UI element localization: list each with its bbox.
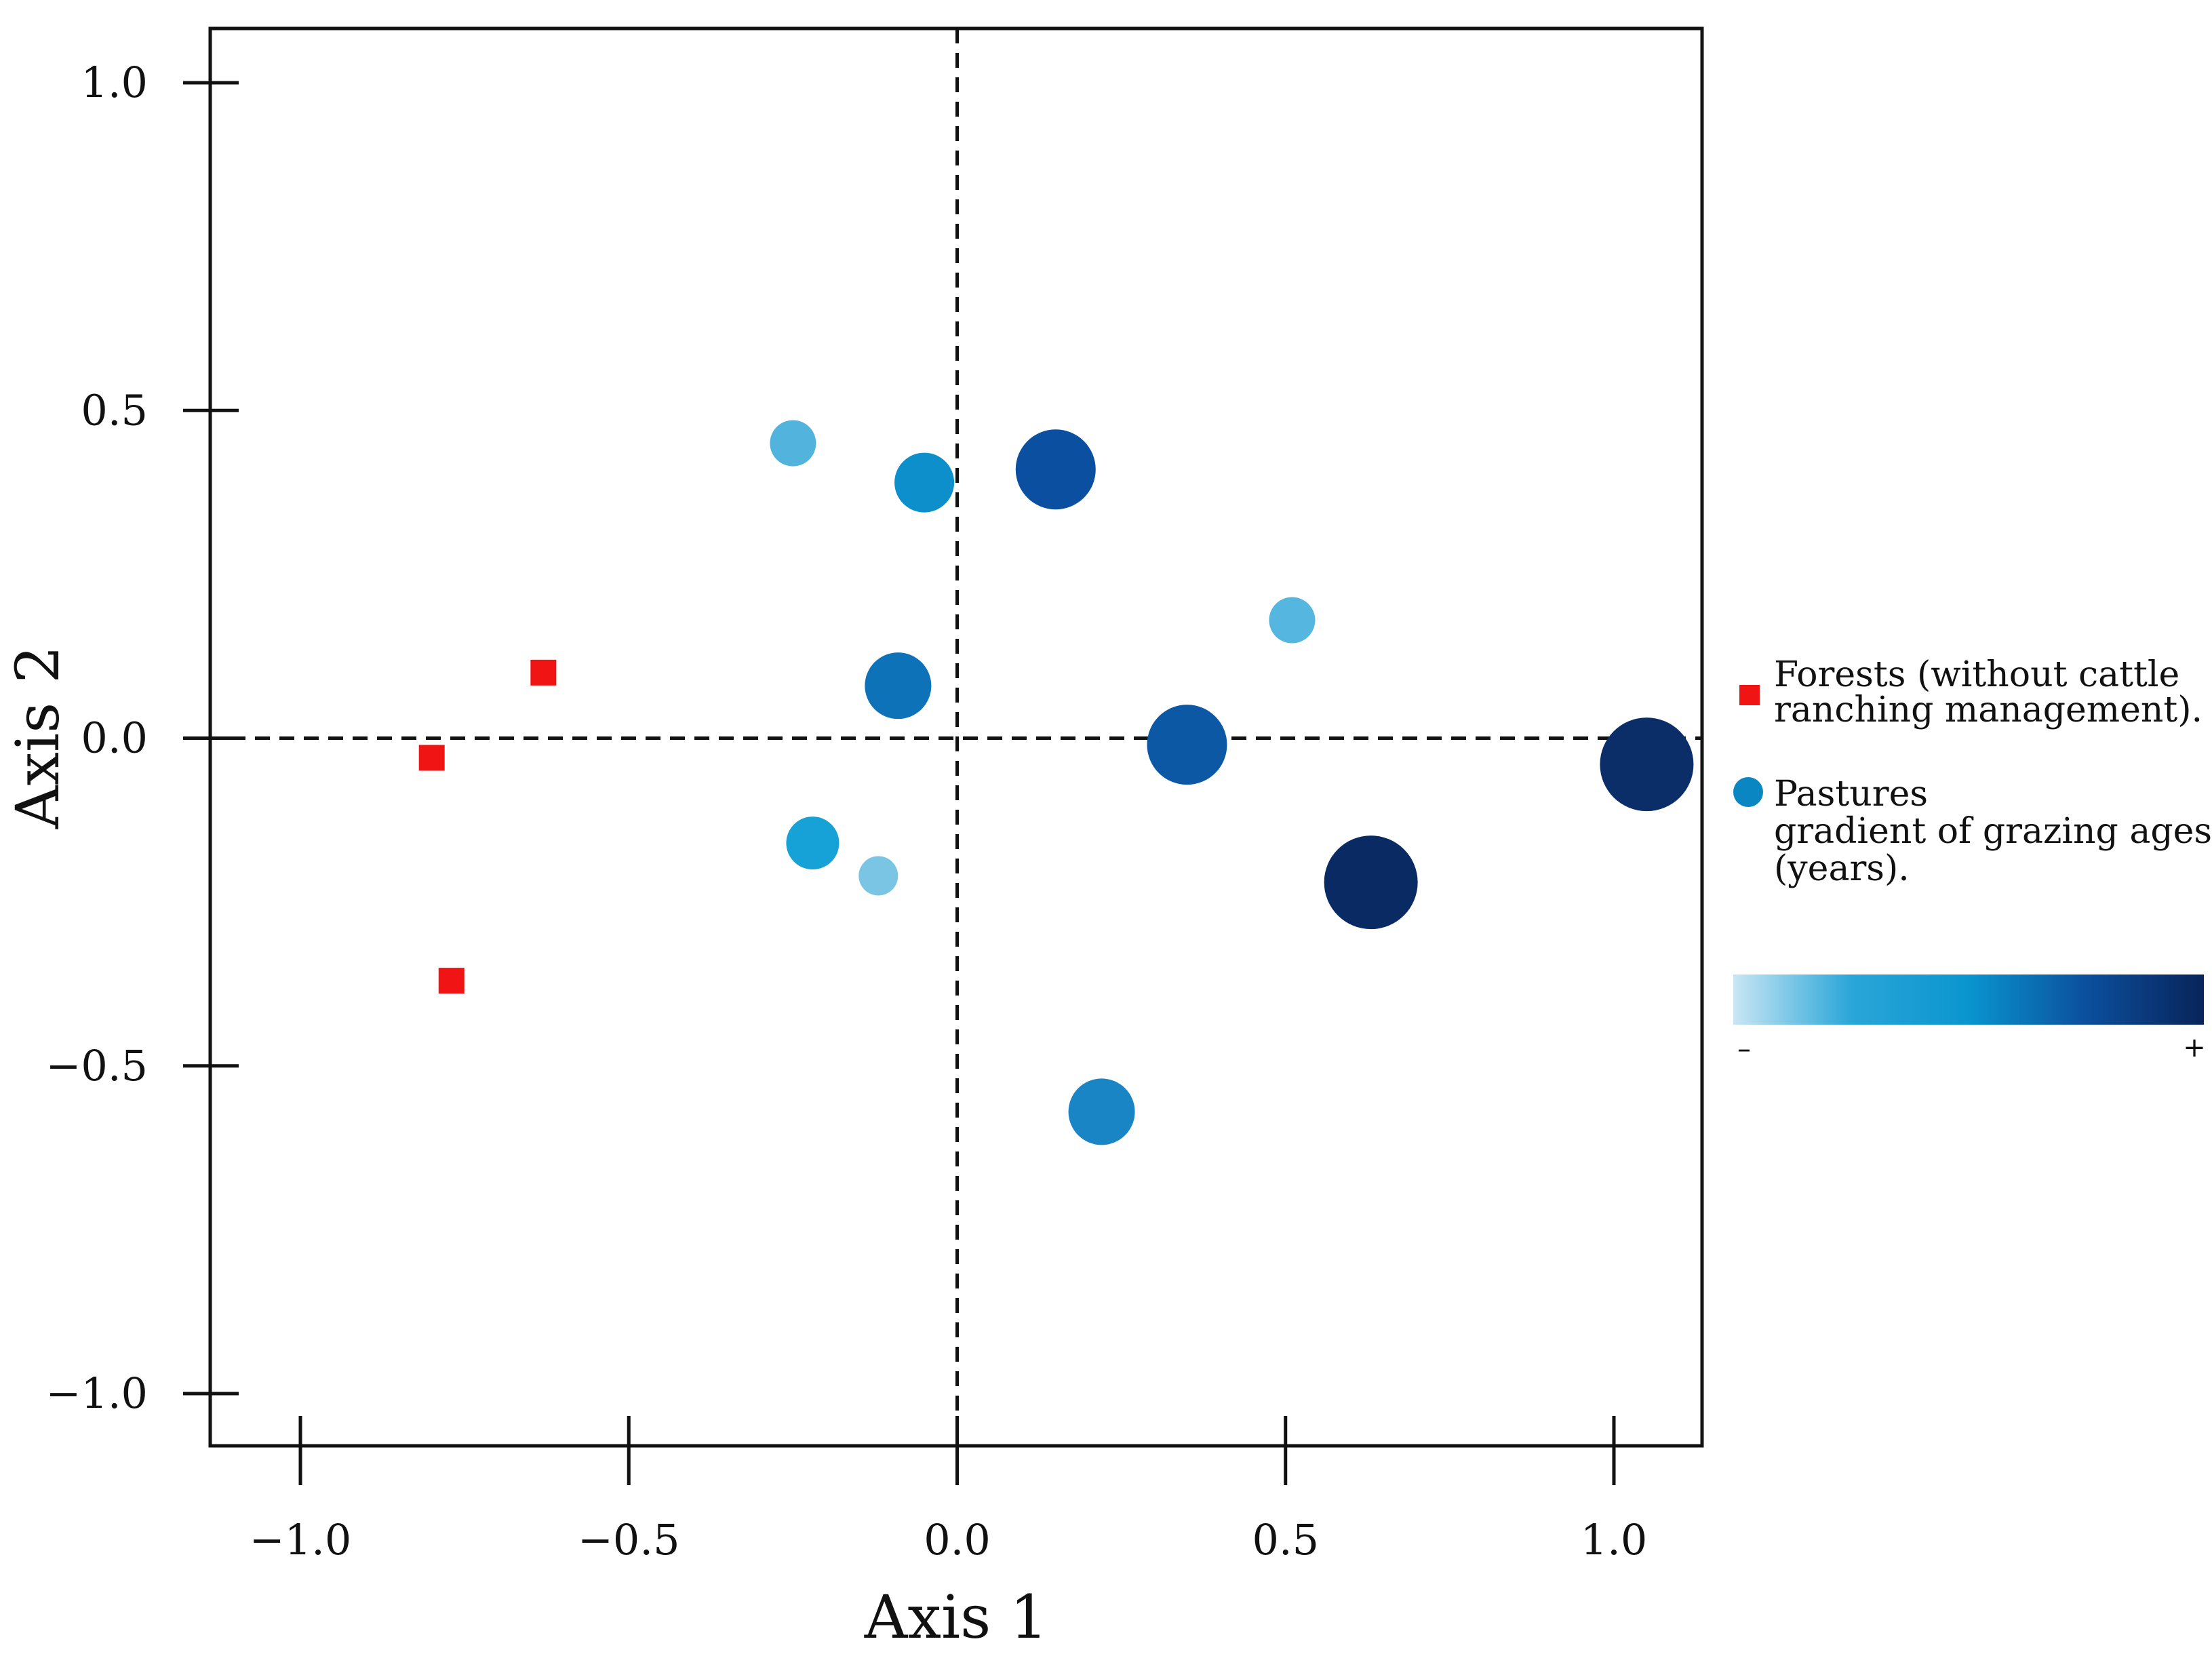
legend-forest-line-2: ranching management). <box>1774 690 2203 730</box>
legend-pasture-line-3: (years). <box>1774 848 1910 889</box>
pasture-point <box>1324 835 1418 930</box>
pasture-point <box>1015 429 1096 510</box>
legend: Forests (without cattle ranching managem… <box>1733 654 2212 1065</box>
legend-pasture-line-1: Pastures <box>1774 774 1928 814</box>
legend-pasture-line-2: gradient of grazing ages <box>1774 811 2212 852</box>
pasture-point <box>770 420 816 467</box>
pasture-point <box>858 856 898 896</box>
forest-point <box>418 745 445 771</box>
data-points <box>418 420 1694 1145</box>
forest-point <box>438 968 465 994</box>
legend-pasture-label: Pastures gradient of grazing ages (years… <box>1774 774 2212 889</box>
x-tick-label: −1.0 <box>250 1515 352 1564</box>
y-tick-label: 0.0 <box>81 713 148 763</box>
forest-point <box>530 659 557 686</box>
x-tick-label: 0.5 <box>1252 1515 1319 1564</box>
pasture-point <box>1600 717 1694 812</box>
y-axis: −1.0 −0.5 0.0 0.5 1.0 <box>45 58 239 1418</box>
pasture-point <box>1269 597 1316 644</box>
x-tick-label: 0.0 <box>924 1515 991 1564</box>
pasture-point <box>894 452 955 513</box>
y-tick-label: −1.0 <box>45 1369 148 1418</box>
y-tick-label: −0.5 <box>45 1041 148 1090</box>
pasture-point <box>865 652 932 720</box>
y-tick-label: 0.5 <box>81 385 148 435</box>
pasture-point <box>786 816 840 870</box>
pasture-point <box>1147 705 1227 785</box>
y-axis-title: Axis 2 <box>3 646 73 829</box>
y-tick-label: 1.0 <box>81 58 148 107</box>
x-tick-label: −0.5 <box>578 1515 680 1564</box>
pasture-point <box>1068 1078 1135 1145</box>
x-axis-title: Axis 1 <box>864 1582 1048 1652</box>
legend-pasture-swatch <box>1733 777 1763 807</box>
legend-forest-line-1: Forests (without cattle <box>1774 654 2179 695</box>
legend-forest-label: Forests (without cattle ranching managem… <box>1774 654 2203 730</box>
gradient-high-label: + <box>2183 1032 2206 1063</box>
x-tick-label: 1.0 <box>1581 1515 1648 1564</box>
gradient-low-label: – <box>1737 1033 1751 1065</box>
grazing-age-gradient-bar <box>1733 974 2204 1025</box>
x-axis: −1.0 −0.5 0.0 0.5 1.0 <box>250 1416 1648 1564</box>
legend-forest-swatch <box>1739 685 1760 705</box>
